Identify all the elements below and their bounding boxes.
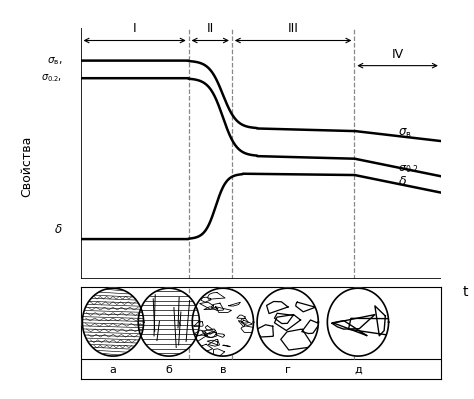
Text: $t_1$: $t_1$ bbox=[349, 299, 360, 313]
Text: III: III bbox=[288, 22, 299, 36]
Polygon shape bbox=[82, 288, 144, 356]
Polygon shape bbox=[138, 288, 200, 356]
Text: в: в bbox=[219, 365, 226, 375]
Text: I: I bbox=[133, 22, 137, 36]
Text: $\sigma_{0.2}$: $\sigma_{0.2}$ bbox=[398, 163, 418, 175]
Polygon shape bbox=[192, 288, 254, 356]
Text: Свойства: Свойства bbox=[20, 136, 33, 197]
Text: а: а bbox=[109, 365, 117, 375]
Text: б: б bbox=[165, 365, 172, 375]
Text: $\delta$: $\delta$ bbox=[398, 175, 407, 188]
Text: $\sigma_{0.2},$: $\sigma_{0.2},$ bbox=[41, 72, 63, 84]
Text: t: t bbox=[463, 285, 468, 299]
Text: д: д bbox=[354, 365, 362, 375]
Text: II: II bbox=[207, 22, 214, 36]
Text: $\sigma_{\rm в},$: $\sigma_{\rm в},$ bbox=[47, 55, 63, 67]
Text: $\sigma_{\rm в}$: $\sigma_{\rm в}$ bbox=[398, 127, 411, 140]
Text: IV: IV bbox=[392, 47, 404, 61]
Text: г: г bbox=[285, 365, 291, 375]
Text: $\delta$: $\delta$ bbox=[54, 223, 63, 235]
Text: $t_{\rm н.р}$: $t_{\rm н.р}$ bbox=[179, 299, 199, 316]
Polygon shape bbox=[328, 288, 389, 356]
Polygon shape bbox=[257, 288, 319, 356]
